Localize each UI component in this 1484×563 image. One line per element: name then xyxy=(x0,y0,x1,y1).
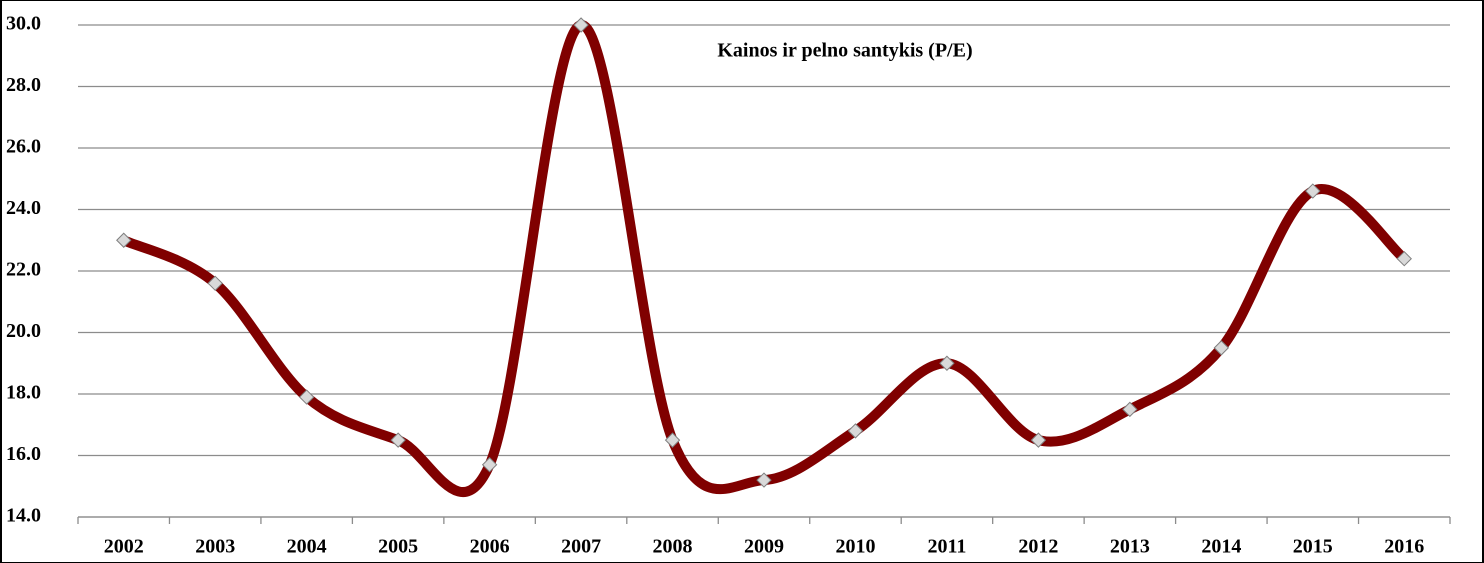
x-tick-label: 2002 xyxy=(104,536,144,558)
marker xyxy=(939,355,955,371)
x-tick-label: 2011 xyxy=(927,536,966,558)
x-tick-label: 2005 xyxy=(378,536,418,558)
x-tick-label: 2006 xyxy=(470,536,510,558)
y-tick-label: 18.0 xyxy=(6,382,41,404)
x-tick-label: 2015 xyxy=(1293,536,1333,558)
marker xyxy=(298,389,315,405)
marker xyxy=(573,17,589,33)
x-tick-label: 2012 xyxy=(1018,536,1058,558)
marker xyxy=(1396,250,1412,267)
marker xyxy=(664,432,681,448)
marker xyxy=(390,432,406,448)
marker xyxy=(481,457,498,473)
y-tick-label: 14.0 xyxy=(6,505,41,527)
y-tick-label: 16.0 xyxy=(6,443,41,465)
x-tick-label: 2008 xyxy=(653,536,693,558)
y-tick-label: 24.0 xyxy=(6,197,41,219)
marker xyxy=(1305,183,1321,199)
x-tick-label: 2004 xyxy=(287,536,327,558)
x-tick-label: 2003 xyxy=(195,536,235,558)
marker xyxy=(116,232,132,248)
marker xyxy=(756,472,772,488)
x-tick-label: 2009 xyxy=(744,536,784,558)
y-tick-label: 22.0 xyxy=(6,259,41,281)
marker xyxy=(847,423,864,439)
x-tick-label: 2013 xyxy=(1110,536,1150,558)
marker xyxy=(1213,340,1230,356)
x-tick-label: 2016 xyxy=(1384,536,1424,558)
chart-title: Kainos ir pelno santykis (P/E) xyxy=(717,40,972,62)
y-tick-label: 26.0 xyxy=(6,136,41,158)
x-tick-label: 2007 xyxy=(561,536,601,558)
y-tick-label: 30.0 xyxy=(6,13,41,35)
line xyxy=(118,20,1410,497)
x-tick-label: 2010 xyxy=(835,536,875,558)
marker xyxy=(1122,401,1138,418)
marker xyxy=(207,275,223,292)
marker xyxy=(1030,432,1047,448)
y-tick-label: 20.0 xyxy=(6,320,41,342)
y-tick-label: 28.0 xyxy=(6,74,41,96)
x-tick-label: 2014 xyxy=(1201,536,1241,558)
